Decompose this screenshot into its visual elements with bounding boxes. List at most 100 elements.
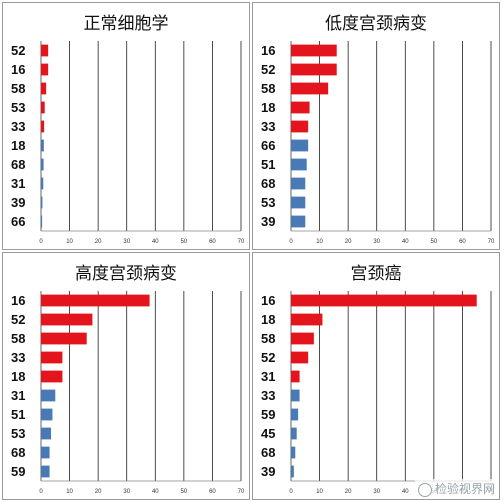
bar [41, 370, 63, 383]
wechat-icon [417, 482, 432, 497]
bar [291, 139, 309, 152]
bar [291, 120, 309, 133]
bar-chart: 52 16 58 53 33 18 68 31 39 66 0 10 20 30 40 50 60 70 [11, 41, 245, 245]
category-label: 33 [11, 119, 25, 134]
x-tick-label: 70 [488, 239, 495, 245]
bar [41, 177, 44, 190]
bar [41, 101, 45, 114]
bar [291, 465, 294, 478]
bar [41, 82, 47, 95]
category-label: 33 [261, 388, 275, 403]
x-tick-label: 30 [373, 489, 380, 495]
category-label: 31 [261, 369, 275, 384]
bar [41, 389, 56, 402]
category-label: 16 [261, 293, 275, 308]
category-label: 53 [11, 100, 25, 115]
x-tick-label: 10 [316, 489, 323, 495]
x-tick-label: 50 [431, 239, 438, 245]
bar [291, 101, 310, 114]
category-label: 53 [11, 426, 25, 441]
bar-chart: 16185852313359456839010203040506070 [261, 291, 495, 495]
category-label: 31 [11, 176, 25, 191]
chart-panel-hsil: 高度宫颈病变 16 52 58 33 18 31 51 53 68 59 0 10 20 30 40 50 60… [2, 252, 250, 500]
chart-title: 低度宫颈病变 [325, 14, 427, 34]
chart-panel-lsil: 低度宫颈病变 16 52 58 18 33 66 51 68 53 39 0 10 20 30 40 50 60… [252, 2, 500, 250]
bar [291, 158, 307, 171]
category-label: 39 [261, 214, 275, 229]
bar [291, 446, 296, 459]
bar [41, 332, 87, 345]
category-label: 58 [11, 331, 25, 346]
bar [41, 294, 150, 307]
category-label: 31 [11, 388, 25, 403]
bar [291, 332, 314, 345]
category-label: 66 [11, 214, 25, 229]
x-tick-label: 40 [402, 239, 409, 245]
bar [291, 389, 300, 402]
category-label: 68 [11, 445, 25, 460]
bar [291, 82, 329, 95]
x-tick-label: 50 [181, 489, 188, 495]
bar [291, 313, 323, 326]
bar [41, 44, 49, 57]
category-label: 16 [261, 43, 275, 58]
category-label: 58 [261, 331, 275, 346]
x-tick-label: 50 [181, 239, 188, 245]
x-tick-label: 70 [238, 489, 245, 495]
x-tick-label: 20 [345, 489, 352, 495]
bar [291, 63, 337, 76]
bar [41, 351, 63, 364]
category-label: 39 [11, 195, 25, 210]
bar [291, 44, 337, 57]
category-label: 18 [11, 369, 25, 384]
x-tick-label: 20 [345, 239, 352, 245]
category-label: 52 [11, 43, 25, 58]
x-tick-label: 60 [459, 239, 466, 245]
bar [41, 215, 43, 228]
bar [291, 177, 306, 190]
bar [41, 427, 51, 440]
x-tick-label: 60 [209, 489, 216, 495]
chart-panel-normal-cytology: 正常细胞学 52 16 58 53 33 18 68 31 39 66 0 10 20 30 40 50 60 7… [2, 2, 250, 250]
bar [41, 446, 50, 459]
bar [291, 427, 297, 440]
category-label: 58 [11, 81, 25, 96]
x-tick-label: 10 [316, 239, 323, 245]
x-tick-label: 70 [238, 239, 245, 245]
x-tick-label: 60 [209, 239, 216, 245]
category-label: 33 [261, 119, 275, 134]
category-label: 51 [261, 157, 275, 172]
bar [41, 139, 44, 152]
x-tick-label: 0 [289, 239, 293, 245]
category-label: 18 [11, 138, 25, 153]
chart-title: 宫颈癌 [350, 264, 402, 284]
category-label: 52 [11, 312, 25, 327]
chart-title: 高度宫颈病变 [75, 264, 177, 284]
bar [41, 120, 45, 133]
category-label: 58 [261, 81, 275, 96]
x-tick-label: 40 [402, 489, 409, 495]
bar-chart: 16 52 58 33 18 31 51 53 68 59 0 10 20 30 40 50 60 70 [11, 291, 245, 495]
bar [291, 294, 477, 307]
category-label: 53 [261, 195, 275, 210]
x-tick-label: 30 [123, 239, 130, 245]
category-label: 68 [261, 445, 275, 460]
category-label: 68 [261, 176, 275, 191]
chart-title: 正常细胞学 [83, 14, 169, 34]
x-tick-label: 0 [289, 489, 293, 495]
category-label: 66 [261, 138, 275, 153]
bar [291, 196, 306, 209]
bar [41, 313, 93, 326]
category-label: 33 [11, 350, 25, 365]
category-label: 18 [261, 100, 275, 115]
x-tick-label: 10 [66, 489, 73, 495]
category-label: 16 [11, 293, 25, 308]
bar [291, 408, 299, 421]
x-tick-label: 0 [39, 489, 43, 495]
x-tick-label: 20 [95, 239, 102, 245]
x-tick-label: 30 [123, 489, 130, 495]
category-label: 51 [11, 407, 25, 422]
bar [41, 408, 53, 421]
bar [291, 351, 309, 364]
bar [41, 465, 50, 478]
